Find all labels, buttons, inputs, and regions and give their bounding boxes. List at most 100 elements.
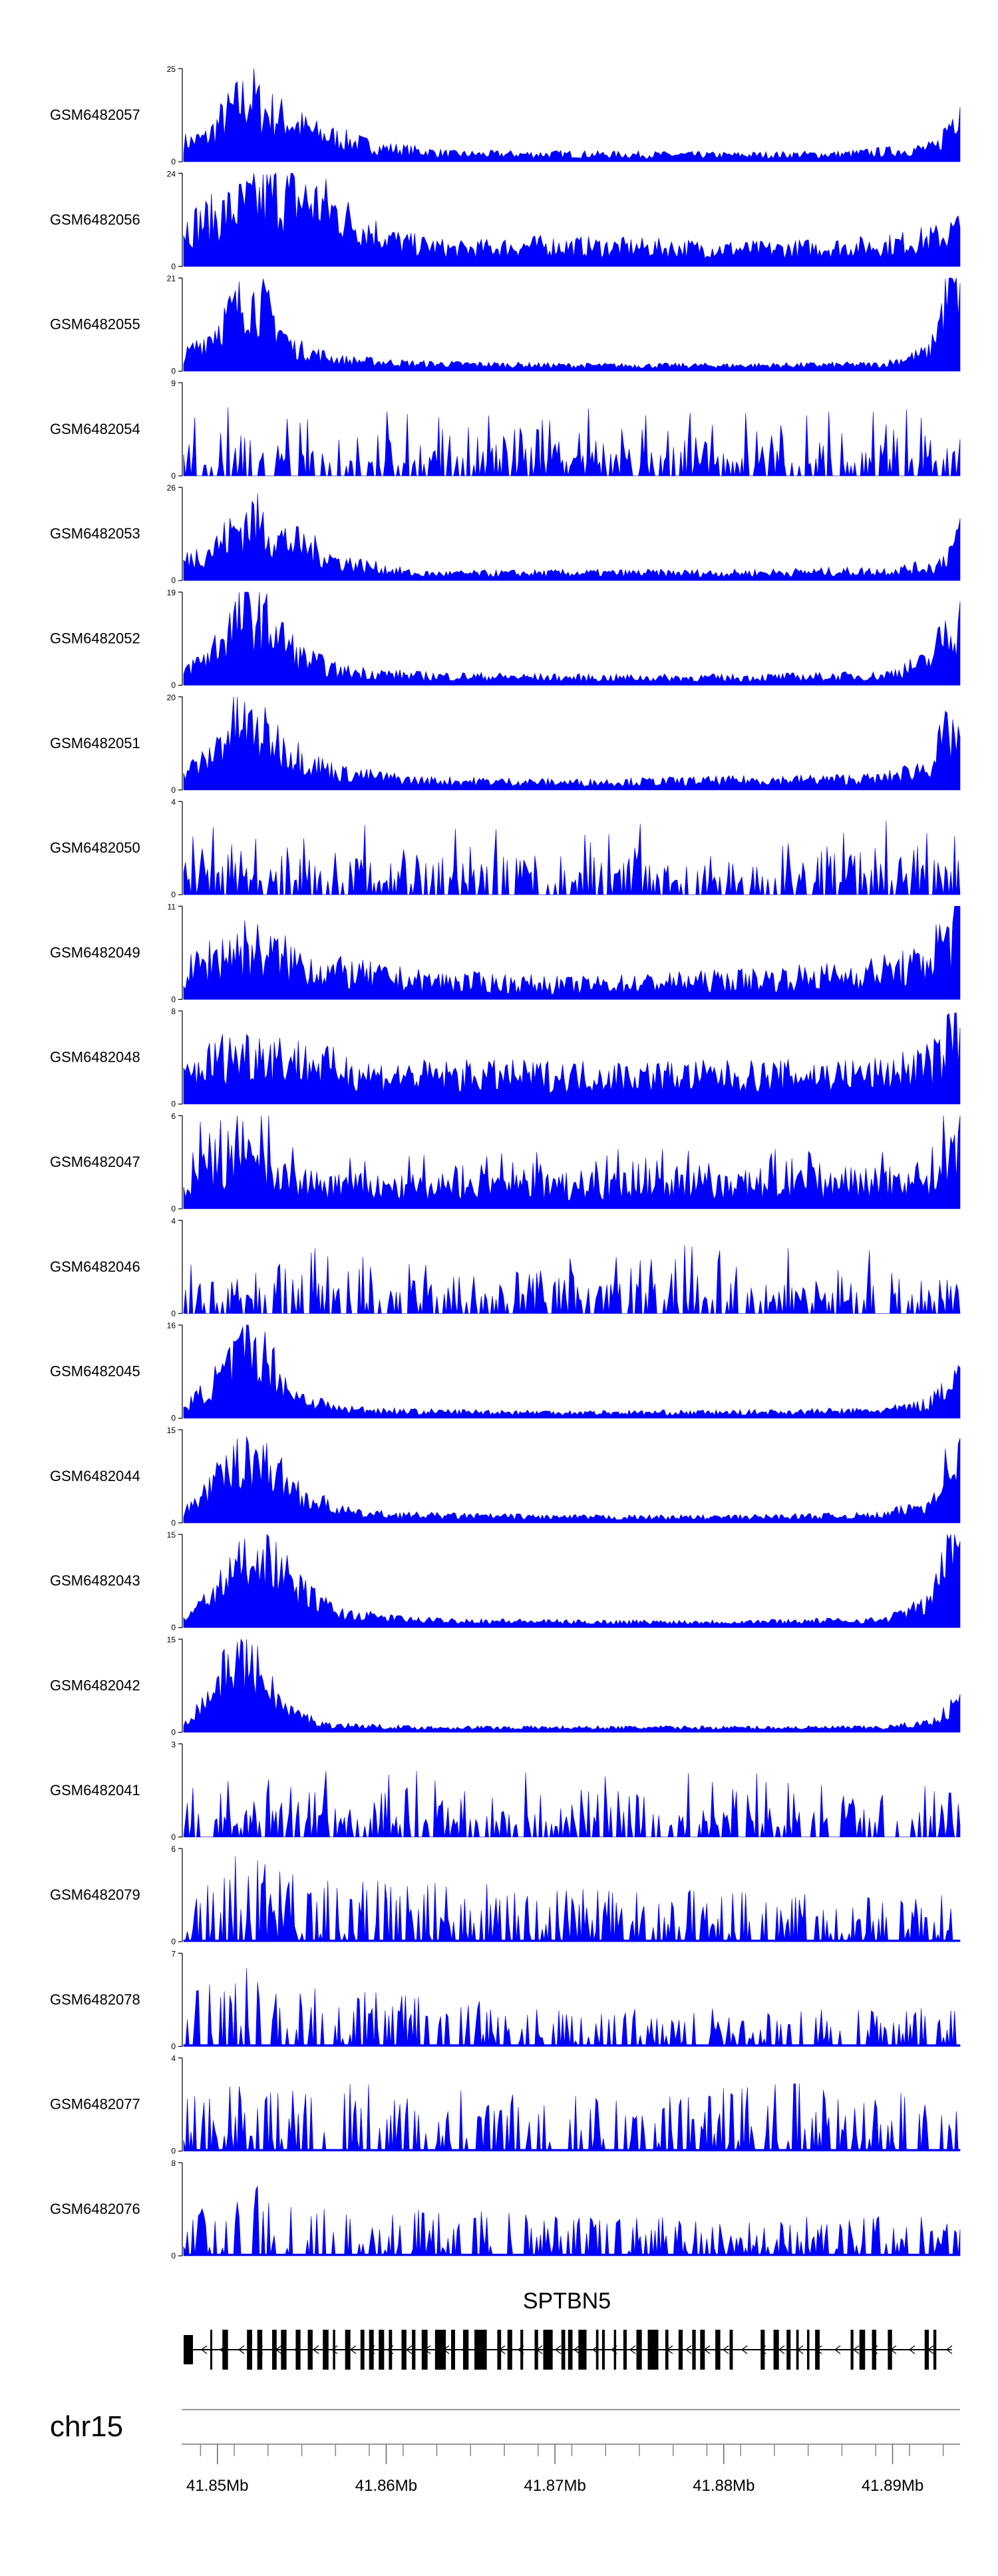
gene-exon: [474, 2330, 487, 2370]
ytick-max-label: 4: [171, 797, 176, 807]
gene-exon: [613, 2330, 617, 2370]
gene-exon: [389, 2330, 393, 2370]
coverage-track: GSM6482052 19 0: [50, 588, 961, 690]
gene-exon: [601, 2330, 605, 2370]
ytick-max-label: 21: [167, 274, 176, 284]
strand-arrow: [834, 2345, 841, 2354]
track-y-axis: 30: [171, 1740, 183, 1842]
gene-exon: [665, 2330, 669, 2370]
ytick-min-label: 0: [171, 367, 176, 376]
ytick-min-label: 0: [171, 1832, 176, 1842]
gene-exon: [379, 2330, 385, 2370]
axis-tick-label: 41.87Mb: [524, 2477, 585, 2495]
ytick-min-label: 0: [171, 1309, 176, 1318]
track-label: GSM6482079: [50, 1886, 140, 1903]
ytick-max-label: 11: [168, 902, 176, 911]
chromosome-label: chr15: [50, 2410, 123, 2443]
gene-exon: [497, 2330, 502, 2370]
ytick-min-label: 0: [171, 1623, 176, 1632]
coverage-track: GSM6482049 11 0: [50, 902, 961, 1004]
gene-exon: [786, 2330, 791, 2370]
track-label: GSM6482056: [50, 211, 140, 228]
ytick-min-label: 0: [171, 785, 176, 795]
strand-arrow: [405, 2345, 413, 2354]
axis-tick-label: 41.89Mb: [862, 2477, 923, 2495]
coverage-area: [183, 1968, 961, 2047]
strand-arrow: [238, 2345, 245, 2354]
gene-exon: [715, 2330, 721, 2370]
gene-exon: [247, 2330, 252, 2370]
track-y-axis: 25 0: [167, 65, 183, 166]
track-y-axis: 24 0: [167, 169, 183, 271]
ytick-min-label: 0: [171, 1204, 176, 1213]
track-label: GSM6482041: [50, 1782, 140, 1799]
ytick-max-label: 8: [171, 2159, 176, 2168]
ytick-min-label: 0: [171, 2251, 176, 2260]
track-label: GSM6482049: [50, 944, 140, 961]
coverage-area: [183, 493, 961, 581]
track-label: GSM6482045: [50, 1363, 140, 1380]
gene-exon: [568, 2330, 573, 2370]
coverage-area: [183, 1771, 961, 1838]
gene-exon: [543, 2330, 553, 2370]
track-y-axis: 26 0: [167, 483, 183, 585]
ytick-max-label: 7: [171, 1949, 176, 1958]
gene-exon: [760, 2330, 765, 2370]
coverage-track: GSM6482043 15 0: [50, 1530, 961, 1632]
track-y-axis: 90: [171, 379, 183, 481]
ytick-max-label: 19: [167, 588, 176, 598]
coverage-area: [183, 1436, 961, 1524]
track-label: GSM6482047: [50, 1154, 140, 1170]
axis-ticks: 41.85Mb 41.86Mb 41.87Mb 41.88Mb 41.89Mb: [186, 2444, 944, 2495]
track-y-axis: 15 0: [167, 1530, 183, 1632]
coverage-track: GSM6482077 40: [50, 2054, 961, 2156]
ytick-min-label: 0: [171, 471, 176, 481]
gene-exon: [815, 2330, 820, 2370]
track-y-axis: 80: [171, 2159, 183, 2260]
track-label: GSM6482055: [50, 316, 140, 333]
ytick-min-label: 0: [171, 1414, 176, 1423]
ytick-max-label: 8: [171, 1007, 176, 1016]
coverage-track: GSM6482045 16 0: [50, 1321, 961, 1423]
ytick-max-label: 16: [167, 1321, 176, 1331]
ytick-min-label: 0: [171, 1937, 176, 1946]
ytick-max-label: 15: [167, 1530, 176, 1540]
ytick-max-label: 25: [167, 65, 176, 74]
gene-exon: [222, 2330, 228, 2370]
gene-exon: [806, 2330, 810, 2370]
gene-exon: [872, 2330, 877, 2370]
ytick-min-label: 0: [171, 1728, 176, 1737]
gene-model: [184, 2330, 953, 2370]
ytick-min-label: 0: [171, 994, 176, 1004]
track-y-axis: 40: [171, 797, 183, 899]
coverage-track: GSM6482041 30: [50, 1740, 961, 1842]
track-label: GSM6482052: [50, 630, 140, 647]
gene-name-label: SPTBN5: [523, 2288, 611, 2314]
track-label: GSM6482057: [50, 107, 140, 123]
gene-exon: [184, 2335, 193, 2364]
strand-arrow: [908, 2345, 915, 2354]
track-label: GSM6482077: [50, 2096, 140, 2113]
coverage-area: [183, 2185, 961, 2256]
coverage-area: [183, 1115, 961, 1209]
ytick-max-label: 4: [171, 1216, 176, 1225]
ytick-max-label: 26: [167, 483, 176, 493]
ytick-min-label: 0: [171, 157, 176, 166]
gene-exon: [729, 2330, 733, 2370]
gene-exon: [210, 2330, 213, 2370]
coverage-area: [183, 1012, 961, 1104]
strand-arrow: [945, 2345, 953, 2354]
axis-tick-label: 41.85Mb: [186, 2477, 248, 2495]
coverage-tracks: GSM6482057250GSM6482056240GSM6482055210G…: [50, 65, 961, 2260]
track-y-axis: 40: [171, 2054, 183, 2156]
coverage-area: [183, 1638, 961, 1733]
gene-exon: [692, 2330, 696, 2370]
ytick-max-label: 15: [167, 1426, 176, 1435]
track-label: GSM6482053: [50, 525, 140, 542]
ytick-min-label: 0: [171, 1100, 176, 1109]
coverage-area: [183, 1534, 961, 1628]
ytick-min-label: 0: [171, 2147, 176, 2156]
